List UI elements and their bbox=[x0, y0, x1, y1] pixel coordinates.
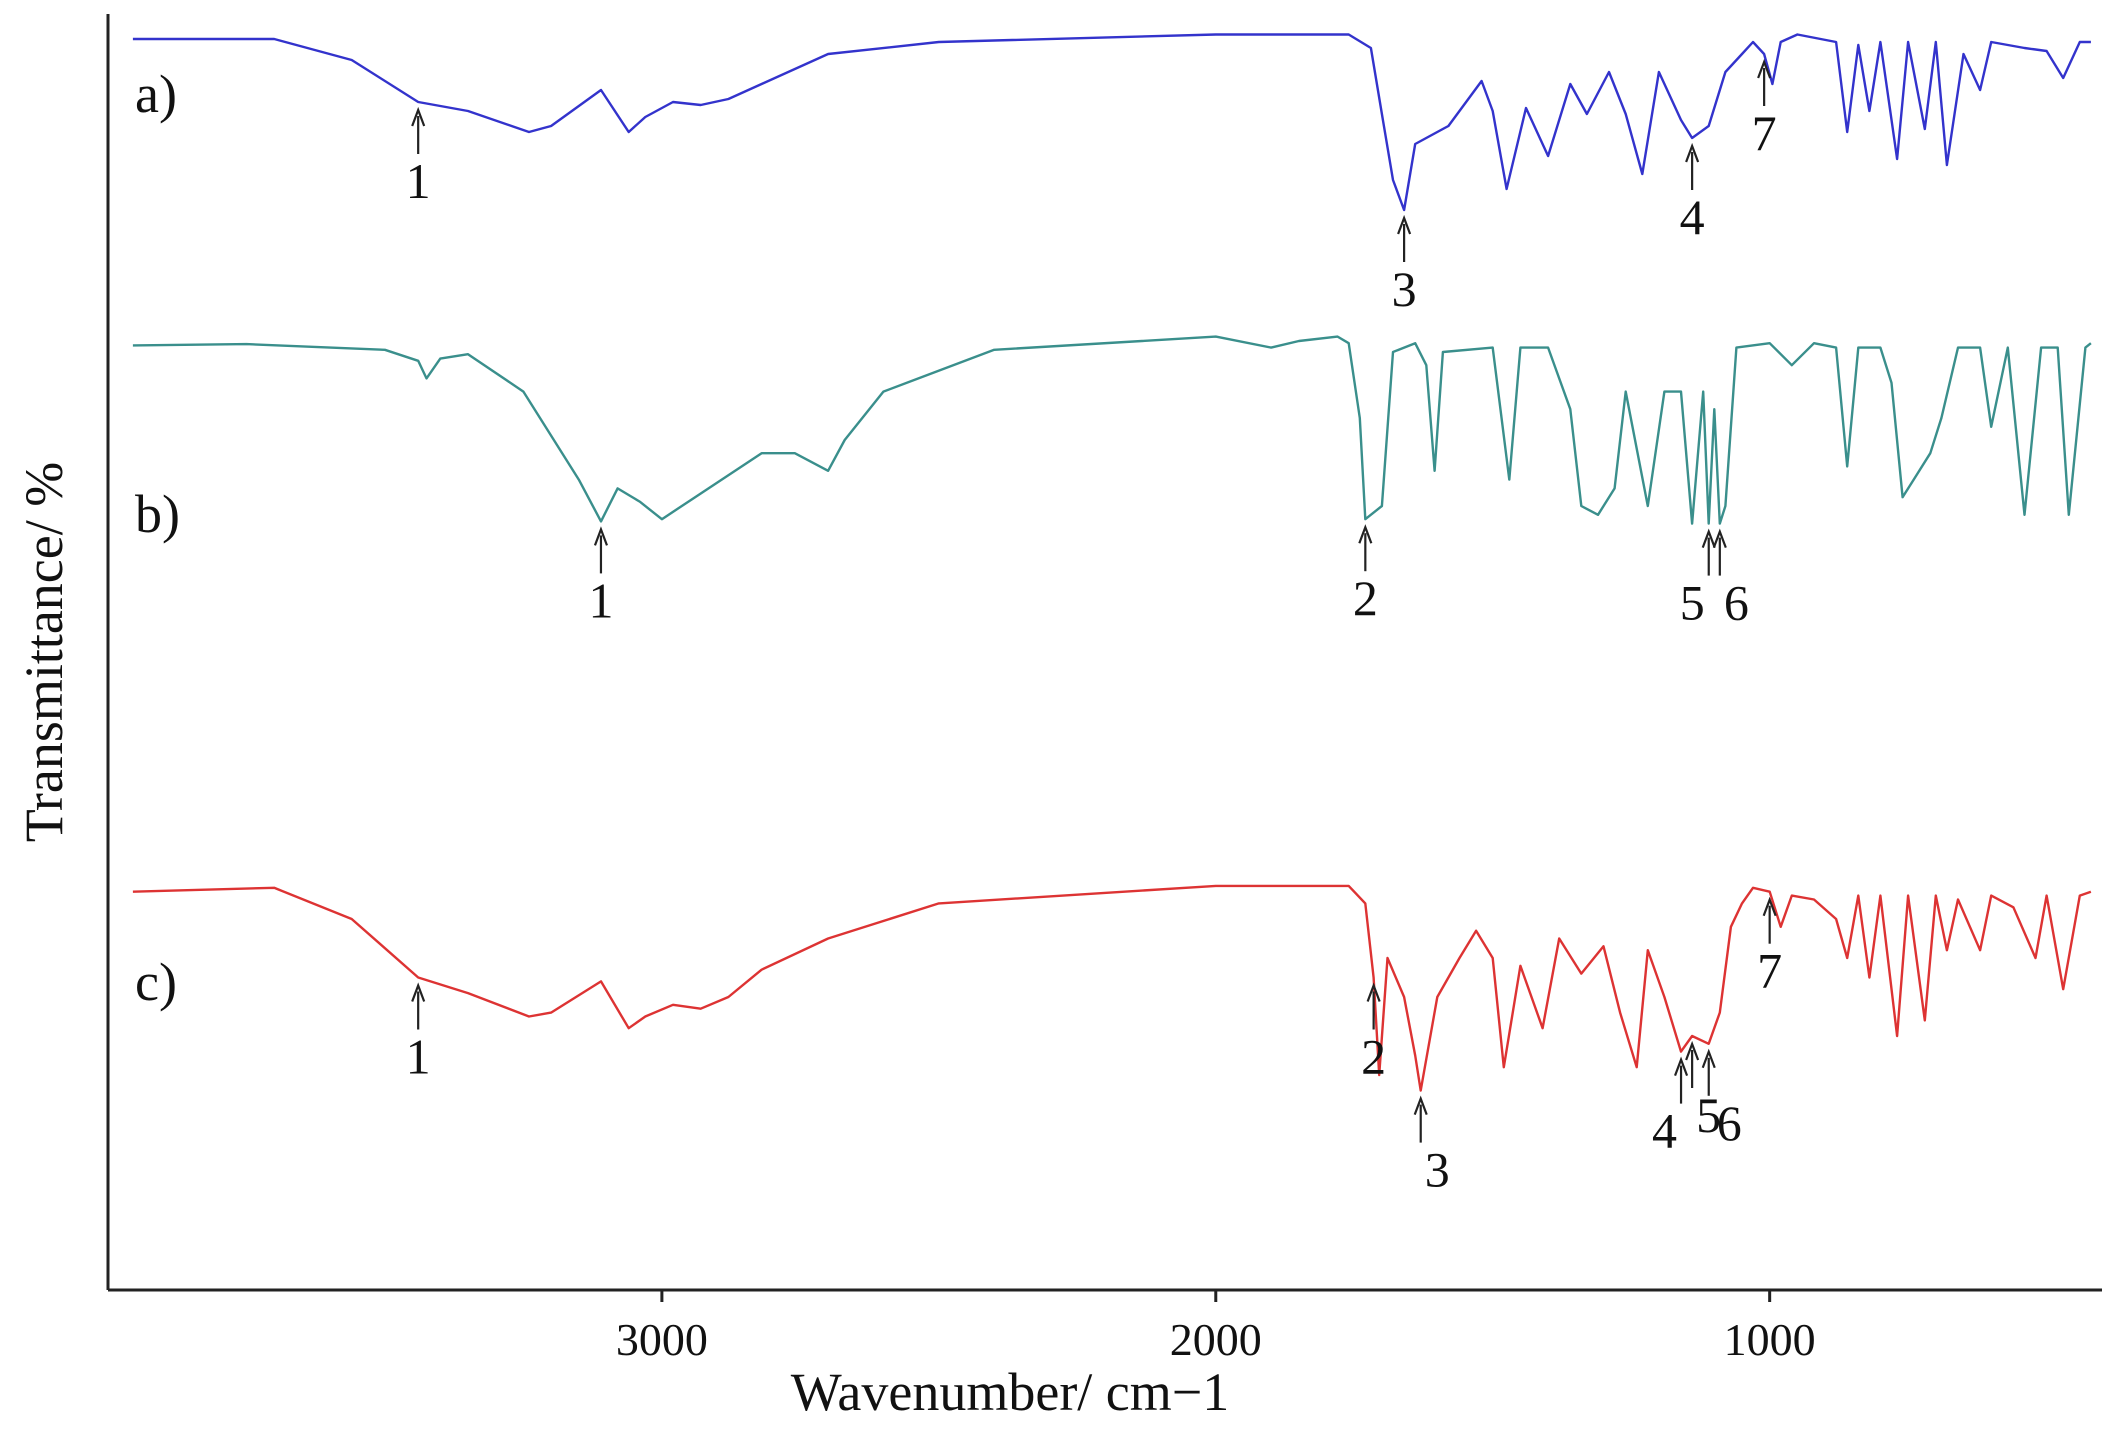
spectra bbox=[132, 33, 2092, 1092]
x-ticks: 3000 2000 1000 bbox=[616, 1290, 1816, 1365]
peak-label: 1 bbox=[406, 1029, 431, 1085]
peak-label: 2 bbox=[1353, 570, 1378, 626]
x-axis-title: Wavenumber/ cm−1 bbox=[791, 1362, 1229, 1422]
peak-label: 6 bbox=[1717, 1095, 1742, 1151]
peak-arrow-head bbox=[411, 106, 426, 127]
peak-marker-b-1: 1 bbox=[588, 526, 613, 628]
peak-marker-a-4: 4 bbox=[1680, 142, 1705, 245]
peak-marker-b-6: 6 bbox=[1712, 528, 1749, 631]
series-label-c: c) bbox=[135, 952, 177, 1012]
peak-marker-b-2: 2 bbox=[1353, 524, 1378, 626]
peak-label: 4 bbox=[1680, 189, 1705, 245]
peak-arrow-head bbox=[1762, 896, 1777, 917]
peak-arrow-head bbox=[1701, 528, 1716, 548]
series-label-b: b) bbox=[135, 484, 180, 544]
peak-arrow-head bbox=[1712, 528, 1727, 548]
peak-label: 1 bbox=[588, 572, 613, 628]
peak-arrow-head bbox=[1358, 524, 1373, 544]
peak-marker-b-5: 5 bbox=[1680, 528, 1716, 631]
peak-arrow-head bbox=[1366, 982, 1381, 1002]
peak-marker-a-1: 1 bbox=[406, 106, 431, 209]
peak-label: 2 bbox=[1361, 1029, 1386, 1085]
peak-marker-c-3: 3 bbox=[1413, 1095, 1450, 1198]
peak-arrow-head bbox=[1701, 1048, 1716, 1069]
peak-marker-c-5: 5 bbox=[1685, 1040, 1721, 1143]
peak-arrow-head bbox=[593, 526, 608, 546]
x-tick-label: 3000 bbox=[616, 1314, 708, 1365]
peak-arrow-head bbox=[1685, 1040, 1700, 1061]
peak-marker-c-4: 4 bbox=[1652, 1056, 1689, 1159]
peak-label: 7 bbox=[1757, 943, 1782, 999]
peak-label: 1 bbox=[406, 153, 431, 209]
peak-marker-a-3: 3 bbox=[1392, 214, 1417, 317]
x-tick-label: 2000 bbox=[1170, 1314, 1262, 1365]
peak-arrow-head bbox=[1685, 142, 1700, 163]
series-labels: a) b) c) bbox=[135, 64, 180, 1012]
peak-arrow-head bbox=[1413, 1095, 1428, 1115]
peak-marker-c-2: 2 bbox=[1361, 982, 1386, 1085]
spectrum-line-b bbox=[132, 335, 2092, 525]
peak-marker-c-7: 7 bbox=[1757, 896, 1782, 999]
series-label-a: a) bbox=[135, 64, 177, 124]
spectrum-line-c bbox=[132, 884, 2092, 1092]
peak-label: 4 bbox=[1652, 1103, 1677, 1159]
peak-arrow-head bbox=[1397, 214, 1412, 235]
peak-label: 5 bbox=[1680, 575, 1705, 631]
peak-arrow-head bbox=[1757, 58, 1772, 79]
peak-marker-c-6: 6 bbox=[1701, 1048, 1742, 1151]
spectrum-line-a bbox=[132, 33, 2091, 212]
x-tick-label: 1000 bbox=[1724, 1314, 1816, 1365]
peak-arrow-head bbox=[411, 982, 426, 1002]
y-axis-title: Transmittance/ % bbox=[14, 462, 74, 842]
peak-marker-c-1: 1 bbox=[406, 982, 431, 1085]
peak-label: 3 bbox=[1425, 1142, 1450, 1198]
peak-label: 7 bbox=[1752, 105, 1777, 161]
peak-label: 6 bbox=[1724, 575, 1749, 631]
peak-label: 3 bbox=[1392, 261, 1417, 317]
peak-label: 5 bbox=[1696, 1087, 1721, 1143]
peak-marker-a-7: 7 bbox=[1752, 58, 1777, 161]
peak-arrow-head bbox=[1674, 1056, 1689, 1076]
